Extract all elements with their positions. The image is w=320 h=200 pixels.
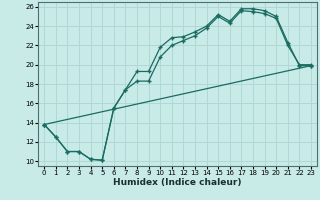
X-axis label: Humidex (Indice chaleur): Humidex (Indice chaleur) — [113, 178, 242, 187]
